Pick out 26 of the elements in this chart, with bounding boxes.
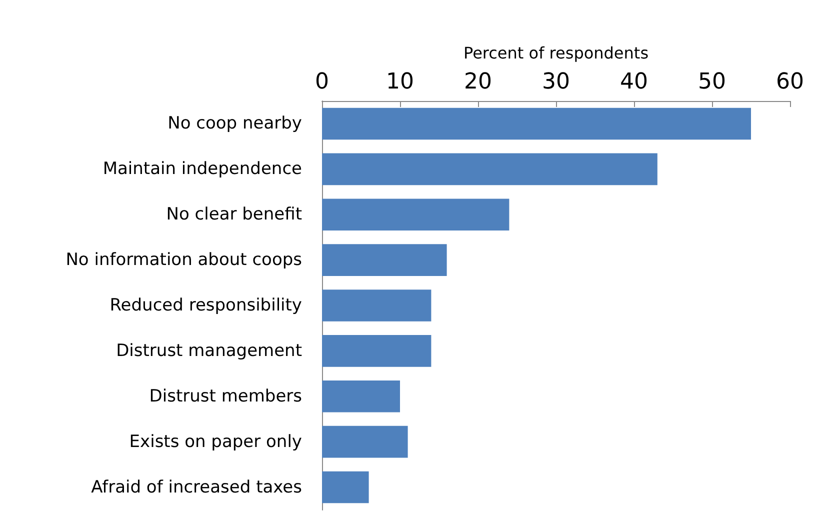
bar bbox=[322, 380, 400, 412]
y-tick-label: No information about coops bbox=[66, 250, 302, 270]
x-tick-label: 60 bbox=[776, 70, 804, 94]
x-tick-label: 30 bbox=[542, 70, 570, 94]
bar bbox=[322, 198, 510, 231]
y-tick-label: No coop nearby bbox=[168, 114, 302, 134]
y-tick-label: Distrust management bbox=[116, 340, 302, 361]
x-tick-label: 10 bbox=[386, 70, 414, 94]
bar bbox=[322, 153, 658, 186]
bar bbox=[322, 290, 432, 322]
x-tick-label: 40 bbox=[620, 70, 648, 94]
y-tick-label: Distrust members bbox=[149, 386, 302, 406]
y-tick-label: Reduced responsibility bbox=[110, 296, 302, 316]
y-tick-label: Exists on paper only bbox=[129, 432, 302, 452]
bar bbox=[322, 471, 369, 504]
x-axis-title: Percent of respondents bbox=[463, 44, 649, 62]
y-tick-label: No clear benefit bbox=[166, 204, 302, 225]
bar bbox=[322, 108, 751, 140]
y-tick-label: Maintain independence bbox=[102, 159, 302, 180]
x-tick-label: 20 bbox=[464, 70, 492, 94]
y-tick-label: Afraid of increased taxes bbox=[91, 477, 302, 498]
x-tick-label: 0 bbox=[315, 70, 329, 94]
bar bbox=[322, 426, 408, 458]
bar bbox=[322, 335, 432, 367]
x-tick-label: 50 bbox=[698, 70, 726, 94]
bar bbox=[322, 244, 447, 276]
